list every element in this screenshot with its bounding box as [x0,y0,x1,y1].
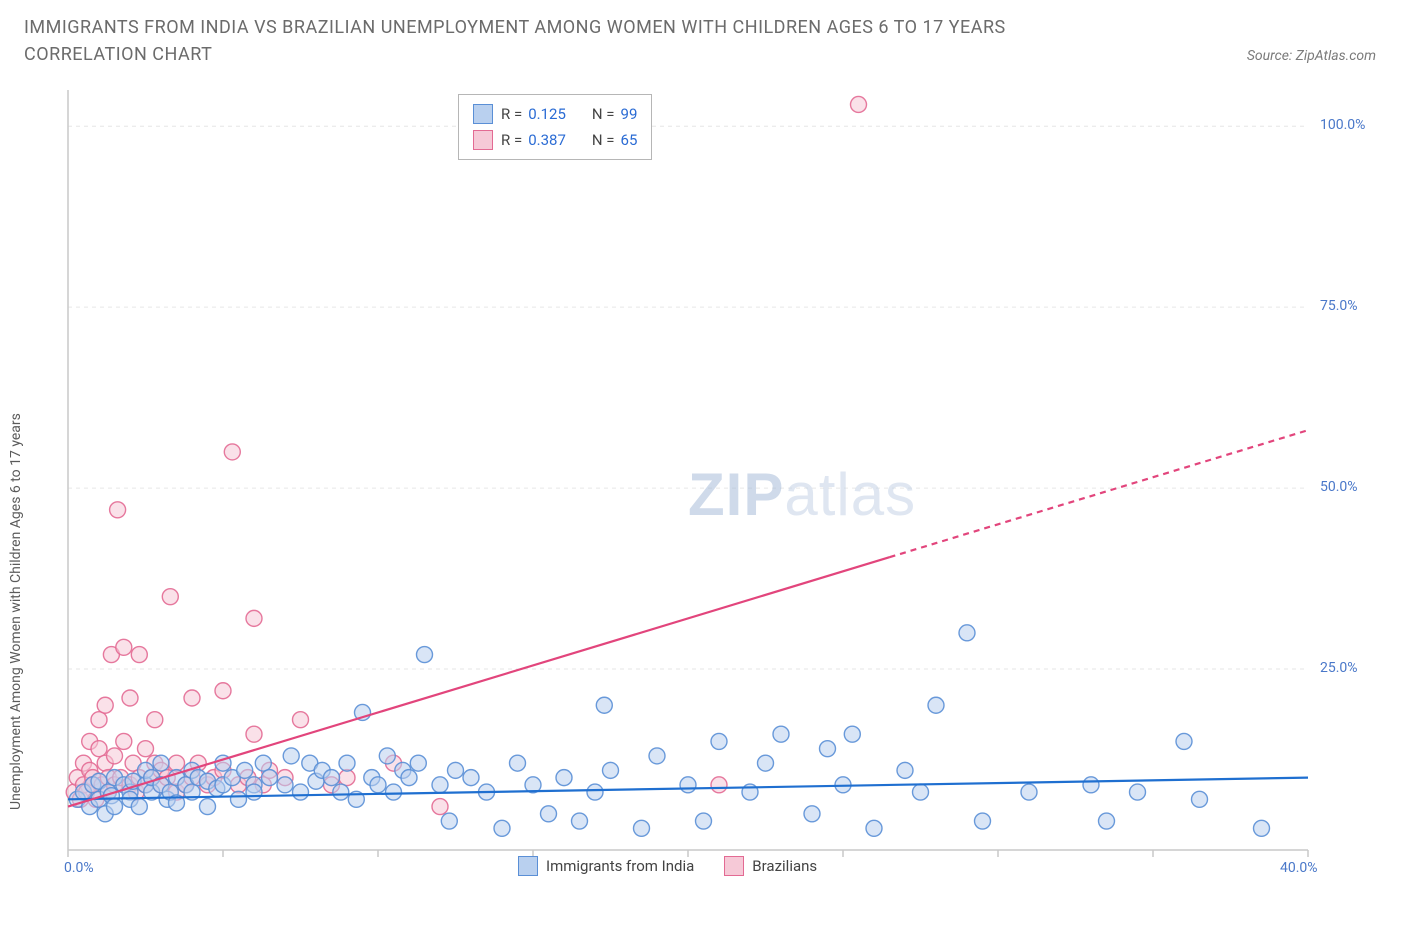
y-tick-label: 25.0% [1320,660,1358,676]
legend-n-value: 99 [621,105,638,123]
y-tick-label: 75.0% [1320,298,1358,314]
legend-n-label: N = [592,131,615,149]
plot-area: ZIPatlas R = 0.125 N = 99 R = 0.387 N = 65 Immi… [58,90,1378,880]
y-tick-label: 50.0% [1320,479,1358,495]
legend-series-label: Immigrants from India [546,857,694,875]
chart-title: IMMIGRANTS FROM INDIA VS BRAZILIAN UNEMP… [24,14,1124,68]
legend-swatch [473,130,493,150]
legend-swatch [724,856,744,876]
legend-n-value: 65 [621,131,638,149]
legend-correlation: R = 0.125 N = 99 R = 0.387 N = 65 [458,94,652,160]
legend-r-value: 0.125 [528,105,566,123]
legend-row: R = 0.125 N = 99 [473,101,637,127]
legend-swatch [473,104,493,124]
x-tick-label: 40.0% [1280,860,1318,876]
legend-n-label: N = [592,105,615,123]
legend-r-label: R = [501,131,522,149]
y-axis-label: Unemployment Among Women with Children A… [8,413,24,810]
legend-row: R = 0.387 N = 65 [473,127,637,153]
x-tick-label: 0.0% [64,860,94,876]
legend-r-value: 0.387 [528,131,566,149]
y-tick-label: 100.0% [1320,117,1365,133]
legend-series-item: Immigrants from India [518,856,694,876]
legend-swatch [518,856,538,876]
watermark-bold: ZIP [688,461,784,528]
source-label: Source: ZipAtlas.com [1247,48,1376,64]
legend-r-label: R = [501,105,522,123]
legend-series: Immigrants from India Brazilians [518,856,817,876]
legend-series-item: Brazilians [724,856,817,876]
watermark-thin: atlas [784,461,916,528]
legend-series-label: Brazilians [752,857,817,875]
watermark: ZIPatlas [688,460,916,529]
